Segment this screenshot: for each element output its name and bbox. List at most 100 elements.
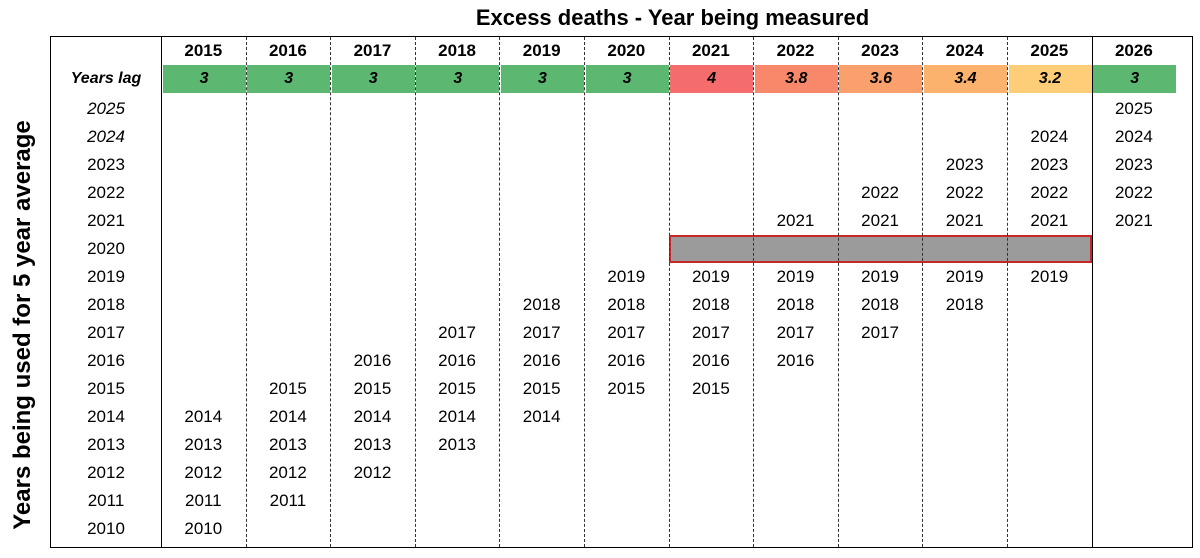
table-cell: 2014 <box>353 407 392 426</box>
table-cell: 2017 <box>522 323 561 342</box>
column-separator <box>584 37 585 547</box>
table-cell: 2012 <box>268 463 307 482</box>
table-cell: 2018 <box>861 295 899 314</box>
column-separator <box>1007 37 1008 547</box>
table-cell: 2014 <box>184 407 223 426</box>
measured-year-header: 2018 <box>438 41 476 60</box>
years-lag-label: Years lag <box>70 70 142 87</box>
measured-year-header: 2026 <box>1114 41 1153 60</box>
table-cell: 2019 <box>1030 267 1069 286</box>
baseline-year-label: 2016 <box>87 351 125 370</box>
years-lag-cell: 3 <box>416 65 500 93</box>
measured-year-header: 2020 <box>607 41 646 60</box>
table-cell: 2023 <box>1114 155 1153 174</box>
measured-year-header: 2015 <box>184 41 223 60</box>
excluded-2020-bar <box>668 235 1092 263</box>
column-separator <box>837 37 839 547</box>
baseline-year-label: 2025 <box>87 99 125 118</box>
baseline-year-label: 2010 <box>87 519 125 538</box>
years-lag-cell: 3 <box>585 65 669 93</box>
baseline-year-label: 2021 <box>87 211 125 230</box>
table-cell: 2014 <box>438 407 476 426</box>
table-cell: 2015 <box>691 379 730 398</box>
baseline-year-label: 2018 <box>87 295 125 314</box>
table-cell: 2019 <box>945 267 984 286</box>
years-lag-cell: 3.6 <box>839 65 923 93</box>
years-lag-cell: 3.4 <box>923 65 1007 93</box>
baseline-year-label: 2013 <box>87 435 125 454</box>
table-cell: 2023 <box>945 155 984 174</box>
baseline-year-label: 2015 <box>87 379 125 398</box>
table-cell: 2016 <box>776 351 815 370</box>
table-cell: 2019 <box>607 267 646 286</box>
table-cell: 2019 <box>691 267 730 286</box>
table-cell: 2021 <box>861 211 899 230</box>
baseline-year-label: 2019 <box>87 267 125 286</box>
column-separator <box>922 37 924 547</box>
table-cell: 2016 <box>438 351 476 370</box>
table-cell: 2024 <box>1030 127 1069 146</box>
column-separator <box>330 37 332 547</box>
baseline-year-label: 2023 <box>87 155 125 174</box>
table-cell: 2021 <box>1114 211 1153 230</box>
baseline-year-label: 2022 <box>87 183 125 202</box>
column-separator <box>161 37 162 547</box>
table-cell: 2015 <box>522 379 561 398</box>
measured-year-header: 2021 <box>691 41 730 60</box>
table-cell: 2018 <box>691 295 730 314</box>
vertical-axis-label-box: Years being used for 5 year average <box>0 98 46 552</box>
years-lag-cell: 3.2 <box>1008 65 1092 93</box>
measured-year-header: 2019 <box>522 41 561 60</box>
years-lag-cell: 3 <box>247 65 331 93</box>
chart-title: Excess deaths - Year being measured <box>475 5 870 30</box>
column-separator <box>245 37 247 547</box>
table-cell: 2019 <box>776 267 815 286</box>
table-cell: 2017 <box>691 323 730 342</box>
baseline-year-label: 2017 <box>87 323 125 342</box>
table-cell: 2021 <box>776 211 815 230</box>
table-cell: 2014 <box>268 407 307 426</box>
baseline-year-label: 2020 <box>87 239 125 258</box>
table-cell: 2010 <box>184 519 223 538</box>
table-cell: 2013 <box>184 435 223 454</box>
table-cell: 2015 <box>607 379 646 398</box>
measured-year-header: 2022 <box>776 41 815 60</box>
table-cell: 2017 <box>861 323 899 342</box>
years-lag-cell: 3 <box>1093 65 1177 93</box>
table-cell: 2016 <box>691 351 730 370</box>
table-cell: 2011 <box>269 491 307 510</box>
table-cell: 2022 <box>861 183 899 202</box>
years-lag-cell: 3 <box>331 65 415 93</box>
table-cell: 2024 <box>1114 127 1153 146</box>
table-cell: 2021 <box>945 211 984 230</box>
table-cell: 2016 <box>607 351 646 370</box>
table-cell: 2016 <box>353 351 392 370</box>
table-cell: 2015 <box>438 379 476 398</box>
table-cell: 2015 <box>268 379 307 398</box>
table-cell: 2022 <box>1114 183 1153 202</box>
table-cell: 2017 <box>607 323 646 342</box>
table-cell: 2018 <box>607 295 646 314</box>
baseline-year-label: 2011 <box>87 491 125 510</box>
table-cell: 2012 <box>353 463 392 482</box>
table-cell: 2018 <box>945 295 984 314</box>
table-cell: 2017 <box>438 323 476 342</box>
table-cell: 2025 <box>1114 99 1153 118</box>
table-cell: 2022 <box>1030 183 1069 202</box>
table-cell: 2012 <box>184 463 223 482</box>
years-lag-cell: 3 <box>500 65 584 93</box>
column-separator <box>668 37 670 547</box>
lag-table: Years lag 2015 3 2016 3 2017 3 2018 3 2019 3 2020 3 2… <box>50 36 1193 548</box>
table-cell: 2016 <box>522 351 561 370</box>
column-separator <box>414 37 416 547</box>
table-cell: 2021 <box>1030 211 1069 230</box>
table-cell: 2018 <box>776 295 815 314</box>
measured-year-header: 2023 <box>861 41 899 60</box>
years-lag-cell: 3 <box>162 65 246 93</box>
baseline-year-label: 2014 <box>87 407 125 426</box>
column-separator <box>1091 37 1093 547</box>
table-cell: 2017 <box>776 323 815 342</box>
table-cell: 2013 <box>268 435 307 454</box>
table-cell: 2011 <box>185 491 222 510</box>
column-separator <box>753 37 755 547</box>
